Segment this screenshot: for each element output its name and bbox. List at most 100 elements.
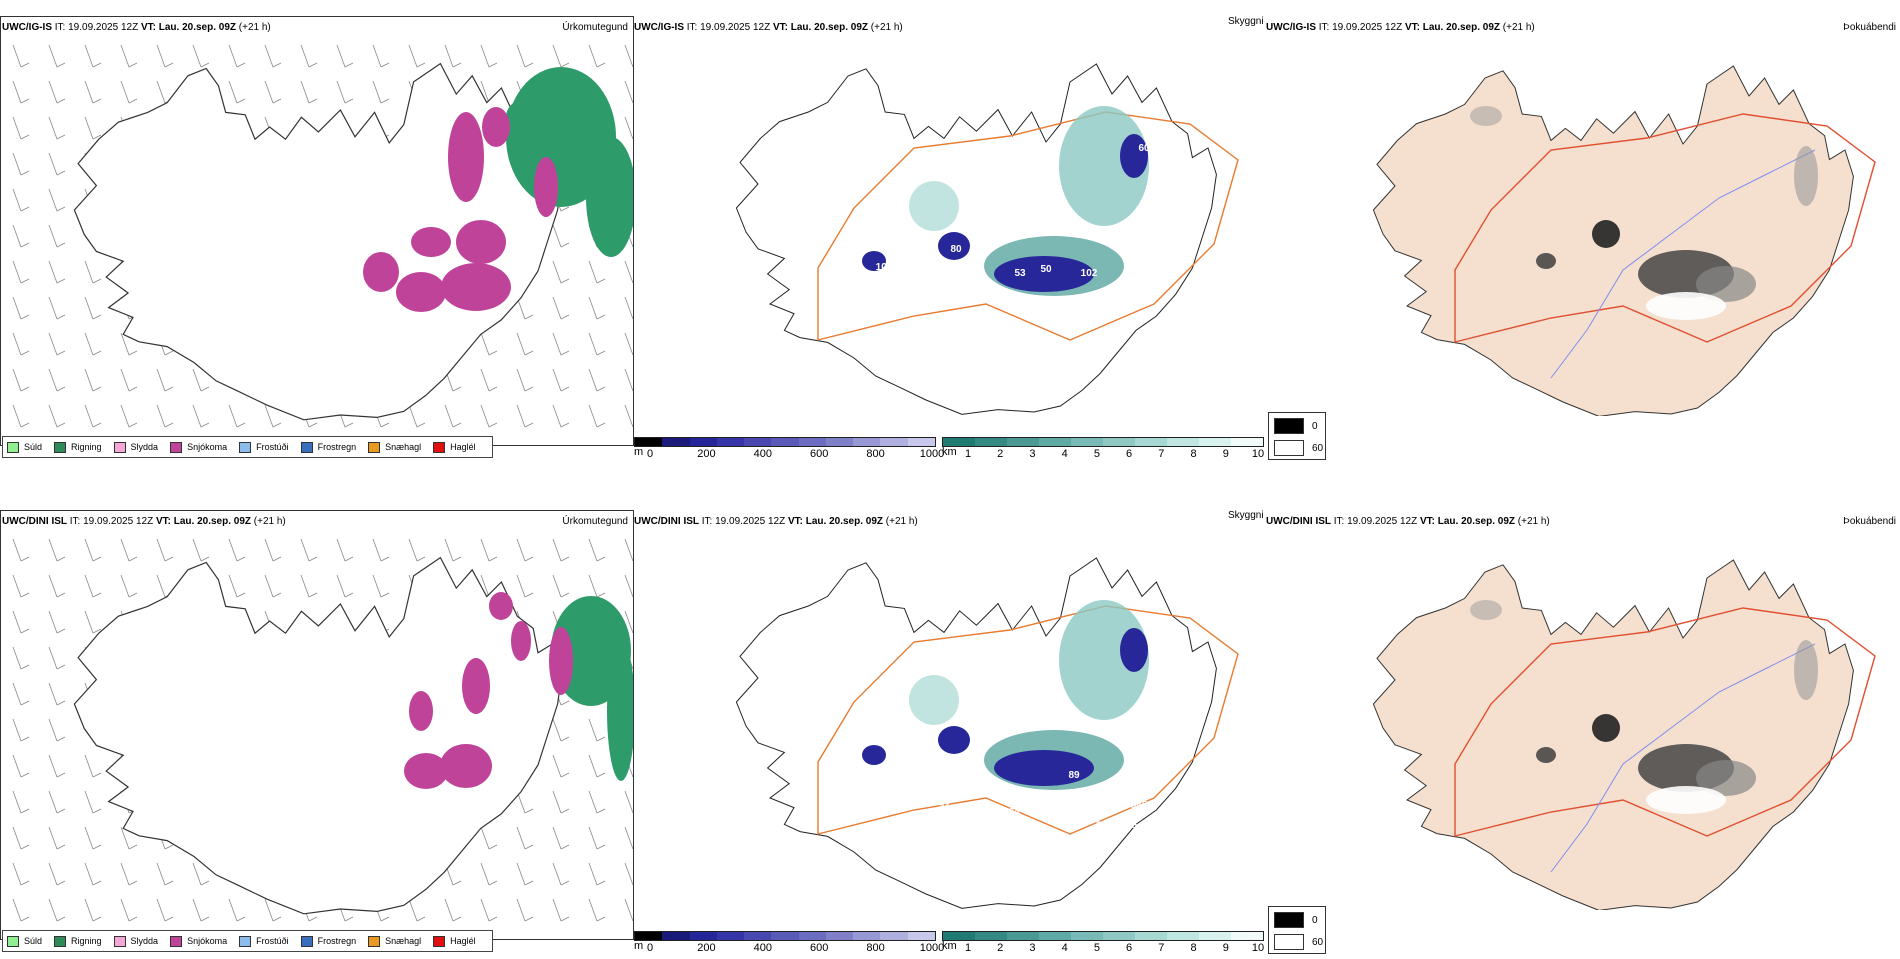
wind-barb: [444, 898, 454, 922]
wind-barb: [156, 404, 166, 428]
wind-barb: [120, 44, 130, 68]
wind-barb-flag: [128, 422, 138, 428]
wind-barb-flag: [20, 844, 30, 850]
snow-depth-label: 102: [1081, 268, 1098, 279]
wind-barb-flag: [344, 916, 354, 922]
legend-swatch: [368, 935, 381, 947]
precip-type-legend: Súld Rigning Slydda Snjókoma Frostúði Frostre…: [2, 436, 493, 458]
valid-time: Lau. 20.sep. 09Z: [805, 516, 884, 527]
legend-swatch: [54, 441, 67, 453]
iceland-coastline: [735, 557, 1217, 909]
wind-barb: [84, 368, 94, 392]
legend-item: Frostregn: [300, 935, 357, 947]
wind-barb: [480, 404, 490, 428]
wind-barb: [624, 368, 633, 392]
wind-barb: [480, 862, 490, 886]
height-unit: m: [634, 940, 644, 952]
wind-barb-flag: [128, 350, 138, 356]
wind-barb-flag: [524, 386, 534, 392]
legend-swatch: [433, 441, 446, 453]
wind-barb-flag: [56, 700, 66, 706]
valid-time-label: VT:: [1419, 516, 1435, 527]
legend-label: Súld: [24, 442, 43, 452]
legend-label: Frostregn: [317, 442, 357, 452]
visibility-colorbar: km 1 2 3 4 5 6 7 8 9 10: [942, 931, 1264, 959]
wind-barb-flag: [596, 62, 606, 68]
wind-barb-flag: [20, 170, 30, 176]
wind-barb-flag: [164, 386, 174, 392]
wind-barb: [264, 404, 274, 428]
colorbar-tick: 10: [1251, 942, 1265, 954]
wind-barb: [48, 646, 58, 670]
colorbar-cell: [1103, 438, 1135, 446]
wind-barb-flag: [20, 556, 30, 562]
river-network: [1550, 149, 1816, 379]
wind-barb: [120, 898, 130, 922]
snow-depth-label: 60: [1138, 143, 1150, 154]
wind-barb: [12, 260, 22, 284]
wind-barb-flag: [272, 62, 282, 68]
wind-barb-flag: [128, 592, 138, 598]
iceland-coastline: [735, 63, 1217, 415]
wind-barb: [84, 332, 94, 356]
legend-item: Súld: [7, 441, 43, 453]
wind-barb: [264, 80, 274, 104]
precip-type-legend: Súld Rigning Slydda Snjókoma Frostúði Frostre…: [2, 930, 493, 952]
lead-time: (+21 h): [253, 516, 286, 527]
wind-barb: [84, 116, 94, 140]
wind-barb: [444, 44, 454, 68]
snow-depth-label: 115: [1121, 820, 1138, 831]
legend-label: Snæhagl: [385, 442, 422, 452]
snow-depth-area: [862, 251, 886, 271]
panel-header: UWC/DINI ISL IT: 19.09.2025 12Z VT: Lau.…: [1266, 516, 1550, 527]
fog-legend-item: 0: [1274, 912, 1318, 928]
model-name: UWC/IG-IS: [2, 22, 52, 33]
fog-area: [1536, 747, 1556, 763]
wind-barb: [84, 826, 94, 850]
wind-barb-flag: [164, 350, 174, 356]
wind-barb: [48, 404, 58, 428]
wind-barb: [336, 538, 346, 562]
snow-area: [396, 272, 446, 312]
legend-label: Slydda: [130, 936, 159, 946]
precip-type-map: [12, 44, 633, 428]
snow-depth-label: 50: [1040, 264, 1052, 275]
wind-barb: [84, 404, 94, 428]
wind-barb-flag: [560, 736, 570, 742]
wind-barb: [12, 152, 22, 176]
legend-label: Haglél: [450, 936, 476, 946]
colorbar-cell: [1135, 932, 1167, 940]
road-network: [817, 605, 1239, 835]
fog-area: [1696, 266, 1756, 302]
legend-label: Frostúði: [256, 936, 289, 946]
wind-barb-flag: [92, 422, 102, 428]
wind-barb: [84, 574, 94, 598]
legend-item: Snæhagl: [368, 441, 422, 453]
rain-area: [506, 97, 556, 137]
wind-barb: [624, 790, 633, 814]
snow-depth-label: 17: [856, 802, 868, 813]
fog-index-legend: 0 60: [1268, 412, 1326, 460]
colorbar-tick: 200: [697, 942, 716, 954]
wind-barb-flag: [452, 880, 462, 886]
visibility-colorbar-swatches: [942, 931, 1264, 941]
wind-barb: [552, 368, 562, 392]
colorbar-cell: [1103, 932, 1135, 940]
colorbar-tick: 1: [964, 942, 972, 954]
wind-barb: [552, 898, 562, 922]
init-time: IT: 19.09.2025 12Z: [1318, 22, 1403, 33]
wind-barb: [48, 790, 58, 814]
wind-barb: [12, 718, 22, 742]
wind-barb: [120, 826, 130, 850]
panel-title-fog-index: Þokuábendi: [1843, 22, 1896, 33]
wind-barb-flag: [596, 844, 606, 850]
wind-barb-flag: [56, 62, 66, 68]
snow-depth-label: 80: [1174, 742, 1186, 753]
panel-title-visibility: Skyggni: [1228, 510, 1264, 521]
wind-barb-flag: [488, 880, 498, 886]
wind-barb: [84, 260, 94, 284]
wind-barb: [624, 260, 633, 284]
colorbar-cell: [907, 932, 935, 940]
legend-label: Frostregn: [317, 936, 357, 946]
wind-barb: [120, 862, 130, 886]
